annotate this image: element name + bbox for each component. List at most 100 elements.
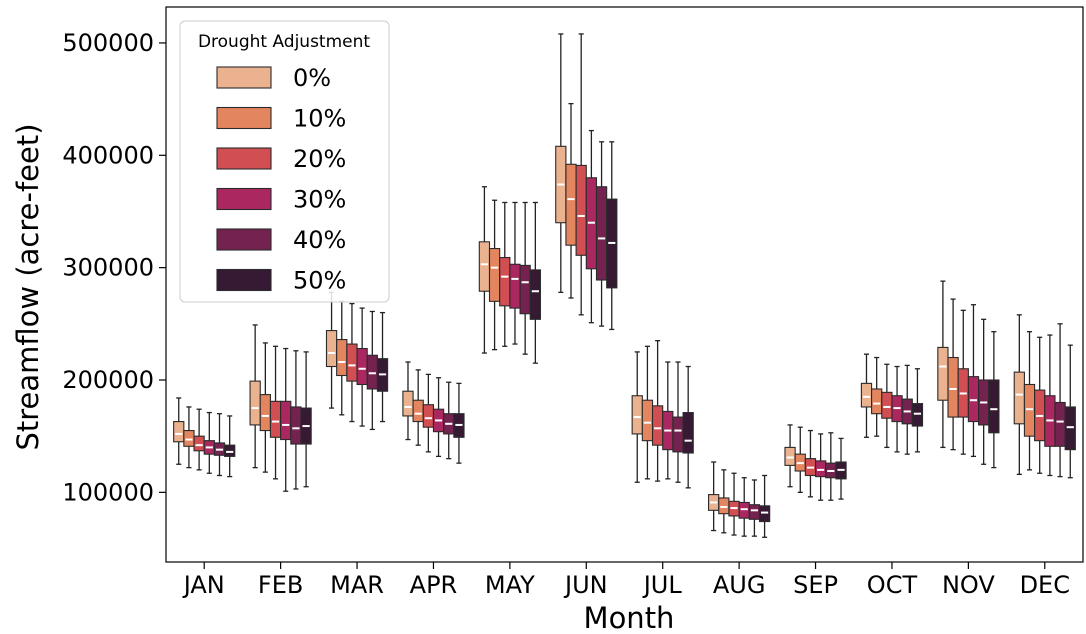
x-tick-label: AUG <box>713 571 766 599</box>
box-body <box>565 163 577 246</box>
legend-label: 0% <box>293 64 331 92</box>
box-body <box>814 460 827 478</box>
box-oct-10pct <box>871 356 883 437</box>
box-body <box>641 399 654 442</box>
box-body <box>881 391 893 419</box>
box-sep-10pct <box>794 426 806 493</box>
box-feb-40pct <box>290 350 302 490</box>
box-aug-20pct <box>728 472 740 536</box>
legend-swatch <box>216 66 272 89</box>
box-body <box>1023 383 1036 437</box>
box-body <box>519 264 531 315</box>
box-body <box>422 404 435 428</box>
box-body <box>259 394 271 432</box>
box-sep-0pct <box>784 424 796 488</box>
box-dec-0pct <box>1013 314 1025 476</box>
box-oct-30pct <box>891 365 903 453</box>
box-oct-0pct <box>860 353 873 438</box>
box-body <box>748 504 761 520</box>
box-body <box>346 343 358 382</box>
box-apr-40pct <box>443 381 455 460</box>
y-axis-title: Streamflow (acre-feet) <box>11 123 45 450</box>
box-nov-30pct <box>967 304 980 458</box>
box-jul-30pct <box>662 361 674 480</box>
x-tick-label: JUL <box>642 571 683 599</box>
box-nov-20pct <box>957 309 969 455</box>
box-body <box>738 501 750 519</box>
box-mar-30pct <box>356 307 368 427</box>
box-jan-20pct <box>193 408 205 471</box>
box-body <box>509 263 521 309</box>
box-jun-20pct <box>575 33 587 316</box>
plot-frame <box>165 6 1084 563</box>
y-tick-label: 200000 <box>62 366 154 394</box>
box-jan-40pct <box>213 413 226 477</box>
box-aug-50pct <box>758 474 771 538</box>
box-nov-40pct <box>978 318 990 465</box>
legend-swatch <box>216 106 272 130</box>
box-body <box>280 400 292 441</box>
box-mar-0pct <box>325 291 338 409</box>
box-body <box>499 256 511 307</box>
box-body <box>173 421 185 443</box>
box-oct-40pct <box>901 364 913 455</box>
box-dec-50pct <box>1064 344 1076 479</box>
legend-title: Drought Adjustment <box>198 32 370 52</box>
legend-item: 40% <box>216 226 346 254</box>
box-dec-20pct <box>1034 336 1046 474</box>
box-feb-30pct <box>280 347 292 492</box>
box-body <box>1064 406 1076 451</box>
box-body <box>193 435 205 452</box>
box-mar-20pct <box>346 302 358 423</box>
box-oct-50pct <box>911 368 924 453</box>
box-nov-0pct <box>937 280 949 449</box>
box-apr-20pct <box>422 373 435 453</box>
box-nov-50pct <box>988 331 1000 469</box>
box-body <box>269 400 282 438</box>
legend-swatch <box>216 268 272 292</box>
box-body <box>366 354 378 390</box>
box-mar-40pct <box>366 310 378 431</box>
box-feb-0pct <box>249 324 261 469</box>
legend: Drought Adjustment 0% 10% 20% 30% 40% 50% <box>179 20 390 303</box>
box-jul-50pct <box>682 365 694 489</box>
box-oct-20pct <box>881 363 893 449</box>
legend-item: 50% <box>216 267 346 295</box>
legend-item: 10% <box>216 105 346 133</box>
x-tick-label: SEP <box>793 571 838 599</box>
box-body <box>682 412 694 454</box>
box-feb-20pct <box>269 345 282 480</box>
box-body <box>967 376 980 423</box>
box-body <box>784 446 796 466</box>
x-tick-label: JUN <box>563 571 608 599</box>
box-feb-50pct <box>300 351 312 488</box>
box-may-20pct <box>499 201 511 347</box>
box-jun-40pct <box>595 141 608 327</box>
axes: 100000 200000 300000 400000 500000 JAN FEB MAR A… <box>62 6 1084 599</box>
box-mar-10pct <box>336 300 348 416</box>
legend-item: 0% <box>216 64 331 92</box>
box-jul-40pct <box>672 361 684 483</box>
legend-label: 10% <box>293 105 346 133</box>
box-body <box>595 186 608 281</box>
box-aug-0pct <box>708 461 720 532</box>
x-tick-label: NOV <box>942 571 995 599</box>
box-body <box>575 164 587 256</box>
box-jun-0pct <box>555 33 567 294</box>
box-jul-0pct <box>631 351 643 483</box>
legend-item: 20% <box>216 145 346 173</box>
legend-items: 0% 10% 20% 30% 40% 50% <box>216 64 346 295</box>
box-jan-10pct <box>183 406 195 469</box>
box-jun-50pct <box>606 141 618 331</box>
box-may-10pct <box>488 199 501 351</box>
box-sep-40pct <box>825 432 837 501</box>
box-jan-50pct <box>224 415 236 478</box>
x-tick-label: FEB <box>258 571 303 599</box>
box-body <box>672 416 684 453</box>
box-apr-50pct <box>453 382 465 464</box>
box-dec-40pct <box>1054 323 1066 478</box>
x-tick-label: OCT <box>867 571 918 599</box>
box-apr-10pct <box>412 369 424 446</box>
box-sep-50pct <box>835 437 847 500</box>
